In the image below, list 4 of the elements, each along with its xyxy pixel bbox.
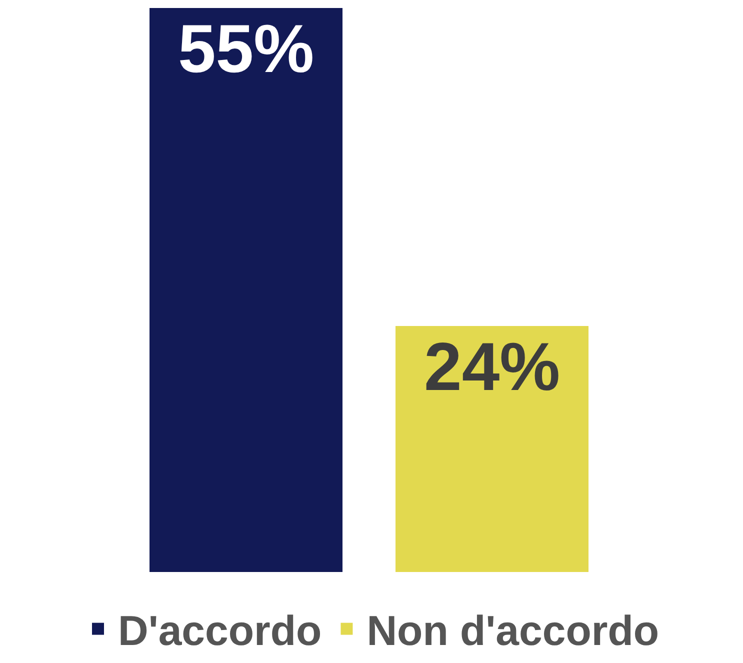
data-label: 24% — [424, 328, 560, 405]
legend-label: Non d'accordo — [366, 607, 660, 654]
data-label: 55% — [178, 11, 314, 87]
legend-label: D'accordo — [118, 607, 322, 654]
